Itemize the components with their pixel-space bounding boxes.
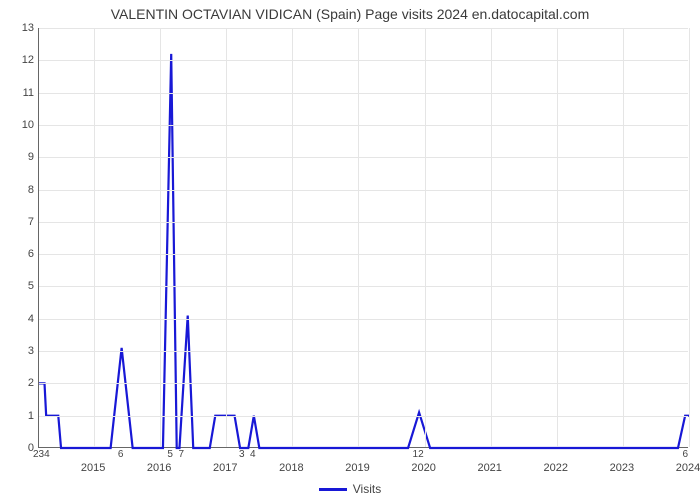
ytick-label: 9: [6, 151, 34, 163]
ytick-label: 6: [6, 248, 34, 260]
xtick-year: 2023: [610, 462, 634, 474]
plot-area: [38, 28, 688, 448]
gridline-v: [292, 28, 293, 447]
gridline-h: [39, 28, 688, 29]
gridline-v: [557, 28, 558, 447]
xtick-year: 2024: [676, 462, 700, 474]
xtick-year: 2021: [477, 462, 501, 474]
ytick-label: 0: [6, 442, 34, 454]
ytick-label: 11: [6, 87, 34, 99]
gridline-v: [689, 28, 690, 447]
xtick-year: 2019: [345, 462, 369, 474]
ytick-label: 1: [6, 410, 34, 422]
xtick-year: 2016: [147, 462, 171, 474]
legend-label: Visits: [353, 482, 381, 496]
gridline-h: [39, 383, 688, 384]
chart-container: VALENTIN OCTAVIAN VIDICAN (Spain) Page v…: [0, 0, 700, 500]
ytick-label: 7: [6, 216, 34, 228]
gridline-h: [39, 416, 688, 417]
xval-label: 6: [682, 449, 688, 460]
xval-label: 5: [167, 449, 173, 460]
ytick-label: 4: [6, 313, 34, 325]
xval-label: 7: [178, 449, 184, 460]
ytick-label: 5: [6, 280, 34, 292]
xtick-year: 2022: [544, 462, 568, 474]
gridline-v: [226, 28, 227, 447]
ytick-label: 13: [6, 22, 34, 34]
gridline-h: [39, 351, 688, 352]
chart-title: VALENTIN OCTAVIAN VIDICAN (Spain) Page v…: [0, 6, 700, 22]
gridline-v: [425, 28, 426, 447]
gridline-v: [358, 28, 359, 447]
legend-swatch: [319, 488, 347, 491]
gridline-h: [39, 125, 688, 126]
gridline-v: [94, 28, 95, 447]
xval-label: 234: [33, 449, 50, 460]
line-series: [39, 28, 689, 448]
ytick-label: 3: [6, 345, 34, 357]
gridline-h: [39, 254, 688, 255]
gridline-v: [491, 28, 492, 447]
ytick-label: 10: [6, 119, 34, 131]
xval-label: 12: [413, 449, 424, 460]
xval-label: 4: [250, 449, 256, 460]
gridline-h: [39, 190, 688, 191]
xtick-year: 2020: [411, 462, 435, 474]
gridline-h: [39, 93, 688, 94]
gridline-h: [39, 222, 688, 223]
ytick-label: 8: [6, 184, 34, 196]
gridline-h: [39, 286, 688, 287]
gridline-v: [623, 28, 624, 447]
gridline-v: [160, 28, 161, 447]
ytick-label: 2: [6, 377, 34, 389]
xtick-year: 2015: [81, 462, 105, 474]
legend: Visits: [0, 482, 700, 496]
xval-label: 6: [118, 449, 124, 460]
xtick-year: 2017: [213, 462, 237, 474]
ytick-label: 12: [6, 54, 34, 66]
xtick-year: 2018: [279, 462, 303, 474]
gridline-h: [39, 60, 688, 61]
gridline-h: [39, 319, 688, 320]
xval-label: 3: [239, 449, 245, 460]
gridline-h: [39, 157, 688, 158]
